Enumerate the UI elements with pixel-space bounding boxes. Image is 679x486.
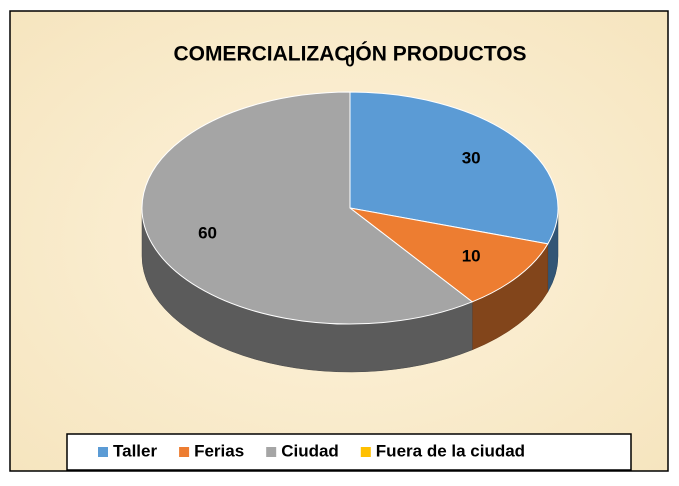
legend [66,433,632,471]
slice [349,207,549,303]
slice [349,91,559,245]
pie: 30 10 60 0 [141,51,559,373]
legend-swatch [98,447,108,457]
legend-label: Fuera de la ciudad [376,441,525,460]
legend-swatch [266,447,277,457]
data-label: 30 [462,148,481,167]
legend-swatch [179,447,190,457]
slice [141,91,474,325]
legend-items: Taller Ferias Ciudad Fuera de la ciudad [98,441,525,460]
legend-swatch [360,447,371,457]
data-label: 0 [345,51,354,70]
data-label: 60 [198,223,217,242]
legend-label: Taller [113,441,157,460]
legend-label: Ferias [194,441,244,460]
legend-label: Ciudad [281,441,339,460]
chart-title: COMERCIALIZACIÓN PRODUCTOS [173,42,526,66]
data-label: 10 [462,247,481,266]
